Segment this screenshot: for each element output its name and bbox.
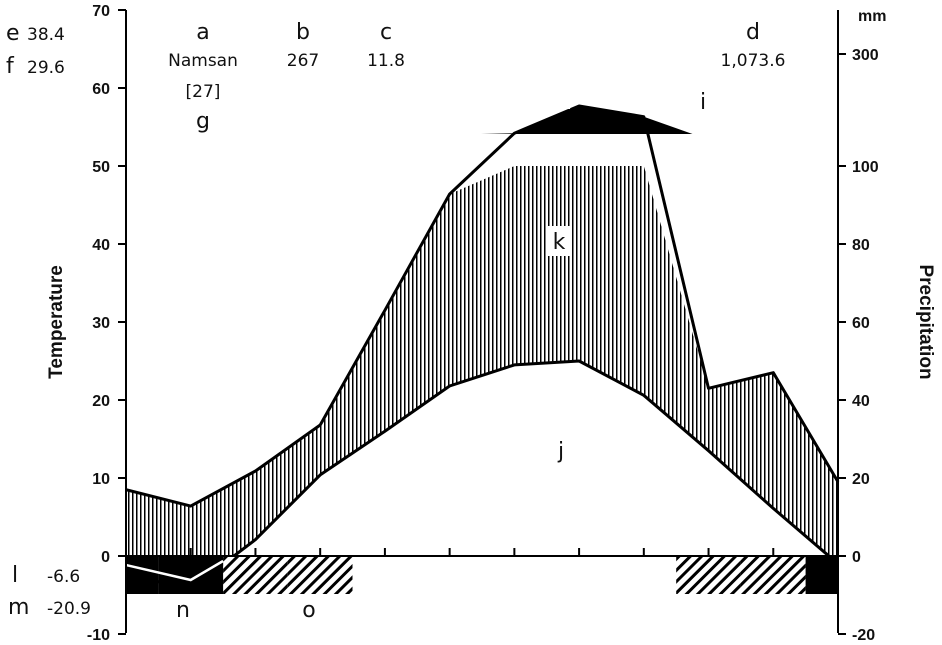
stat-letter-f: f bbox=[6, 54, 15, 79]
y-left-axis-title: Temperature bbox=[46, 265, 67, 379]
record-years: [27] bbox=[186, 82, 221, 102]
y-right-tick-label: -20 bbox=[852, 627, 875, 644]
precipitation-curve bbox=[125, 104, 840, 508]
y-right-axis-title: Precipitation bbox=[915, 264, 936, 379]
y-left-tick-label: 60 bbox=[92, 81, 110, 98]
station-letter-g: g bbox=[196, 109, 210, 134]
area-label-i: i bbox=[700, 90, 706, 115]
frost-bars bbox=[126, 557, 838, 594]
y-right-unit: mm bbox=[858, 8, 886, 25]
station-letter-c: c bbox=[380, 20, 392, 45]
area-label-h: h bbox=[558, 90, 572, 115]
stat-letter-l: l bbox=[12, 563, 18, 588]
stat-value-l: -6.6 bbox=[47, 567, 80, 587]
arid-period-area bbox=[126, 361, 838, 589]
frost-certain-bar-1 bbox=[126, 557, 159, 594]
y-right-tick-label: 80 bbox=[852, 237, 870, 254]
frost-possible-bar-11 bbox=[740, 557, 806, 594]
station-letter-b: b bbox=[296, 20, 310, 45]
y-right-tick-label: 0 bbox=[852, 549, 861, 566]
humid-period-area bbox=[126, 166, 838, 589]
stat-value-e: 38.4 bbox=[27, 25, 65, 45]
perhumid-period-area bbox=[480, 106, 693, 134]
frost-possible-bar-4 bbox=[287, 557, 353, 594]
y-left-tick-label: 40 bbox=[92, 237, 110, 254]
y-right-tick-label: 20 bbox=[852, 471, 870, 488]
annual-precipitation-value: 1,073.6 bbox=[721, 51, 786, 71]
station-letter-d: d bbox=[746, 20, 760, 45]
area-label-k-box bbox=[546, 226, 572, 256]
elevation-value: 267 bbox=[287, 51, 319, 71]
y-left-tick-label: 30 bbox=[92, 315, 110, 332]
stat-letter-e: e bbox=[6, 21, 20, 46]
axis-ticks: -10 0 10 20 30 40 50 60 70 -20 0 20 40 60 80 100 300 bbox=[87, 3, 879, 644]
y-right-tick-label: 60 bbox=[852, 315, 870, 332]
y-right-tick-label: 100 bbox=[852, 159, 879, 176]
stat-value-m: -20.9 bbox=[47, 599, 91, 619]
min-temperature-line bbox=[125, 559, 224, 582]
y-left-tick-label: 20 bbox=[92, 393, 110, 410]
y-right-tick-label: 40 bbox=[852, 393, 870, 410]
station-name: Namsan bbox=[168, 51, 238, 71]
y-right-tick-label: 300 bbox=[852, 47, 879, 64]
y-left-tick-label: 70 bbox=[92, 3, 110, 20]
frost-possible-bar-10 bbox=[676, 557, 741, 594]
mean-temperature-value: 11.8 bbox=[367, 51, 405, 71]
frost-possible-bar-3 bbox=[223, 557, 288, 594]
area-label-o: o bbox=[302, 598, 315, 623]
y-left-tick-label: 50 bbox=[92, 159, 110, 176]
y-left-tick-label: 10 bbox=[92, 471, 110, 488]
temperature-curve bbox=[125, 359, 839, 591]
y-left-tick-label: -10 bbox=[87, 627, 110, 644]
stat-value-f: 29.6 bbox=[27, 58, 65, 78]
y-left-tick-label: 0 bbox=[101, 549, 110, 566]
area-label-j: j bbox=[557, 439, 564, 464]
area-label-n: n bbox=[176, 598, 190, 623]
area-label-k: k bbox=[553, 230, 566, 255]
frost-certain-bar-12 bbox=[805, 557, 838, 594]
stat-letter-m: m bbox=[8, 595, 29, 620]
station-letter-a: a bbox=[196, 20, 209, 45]
